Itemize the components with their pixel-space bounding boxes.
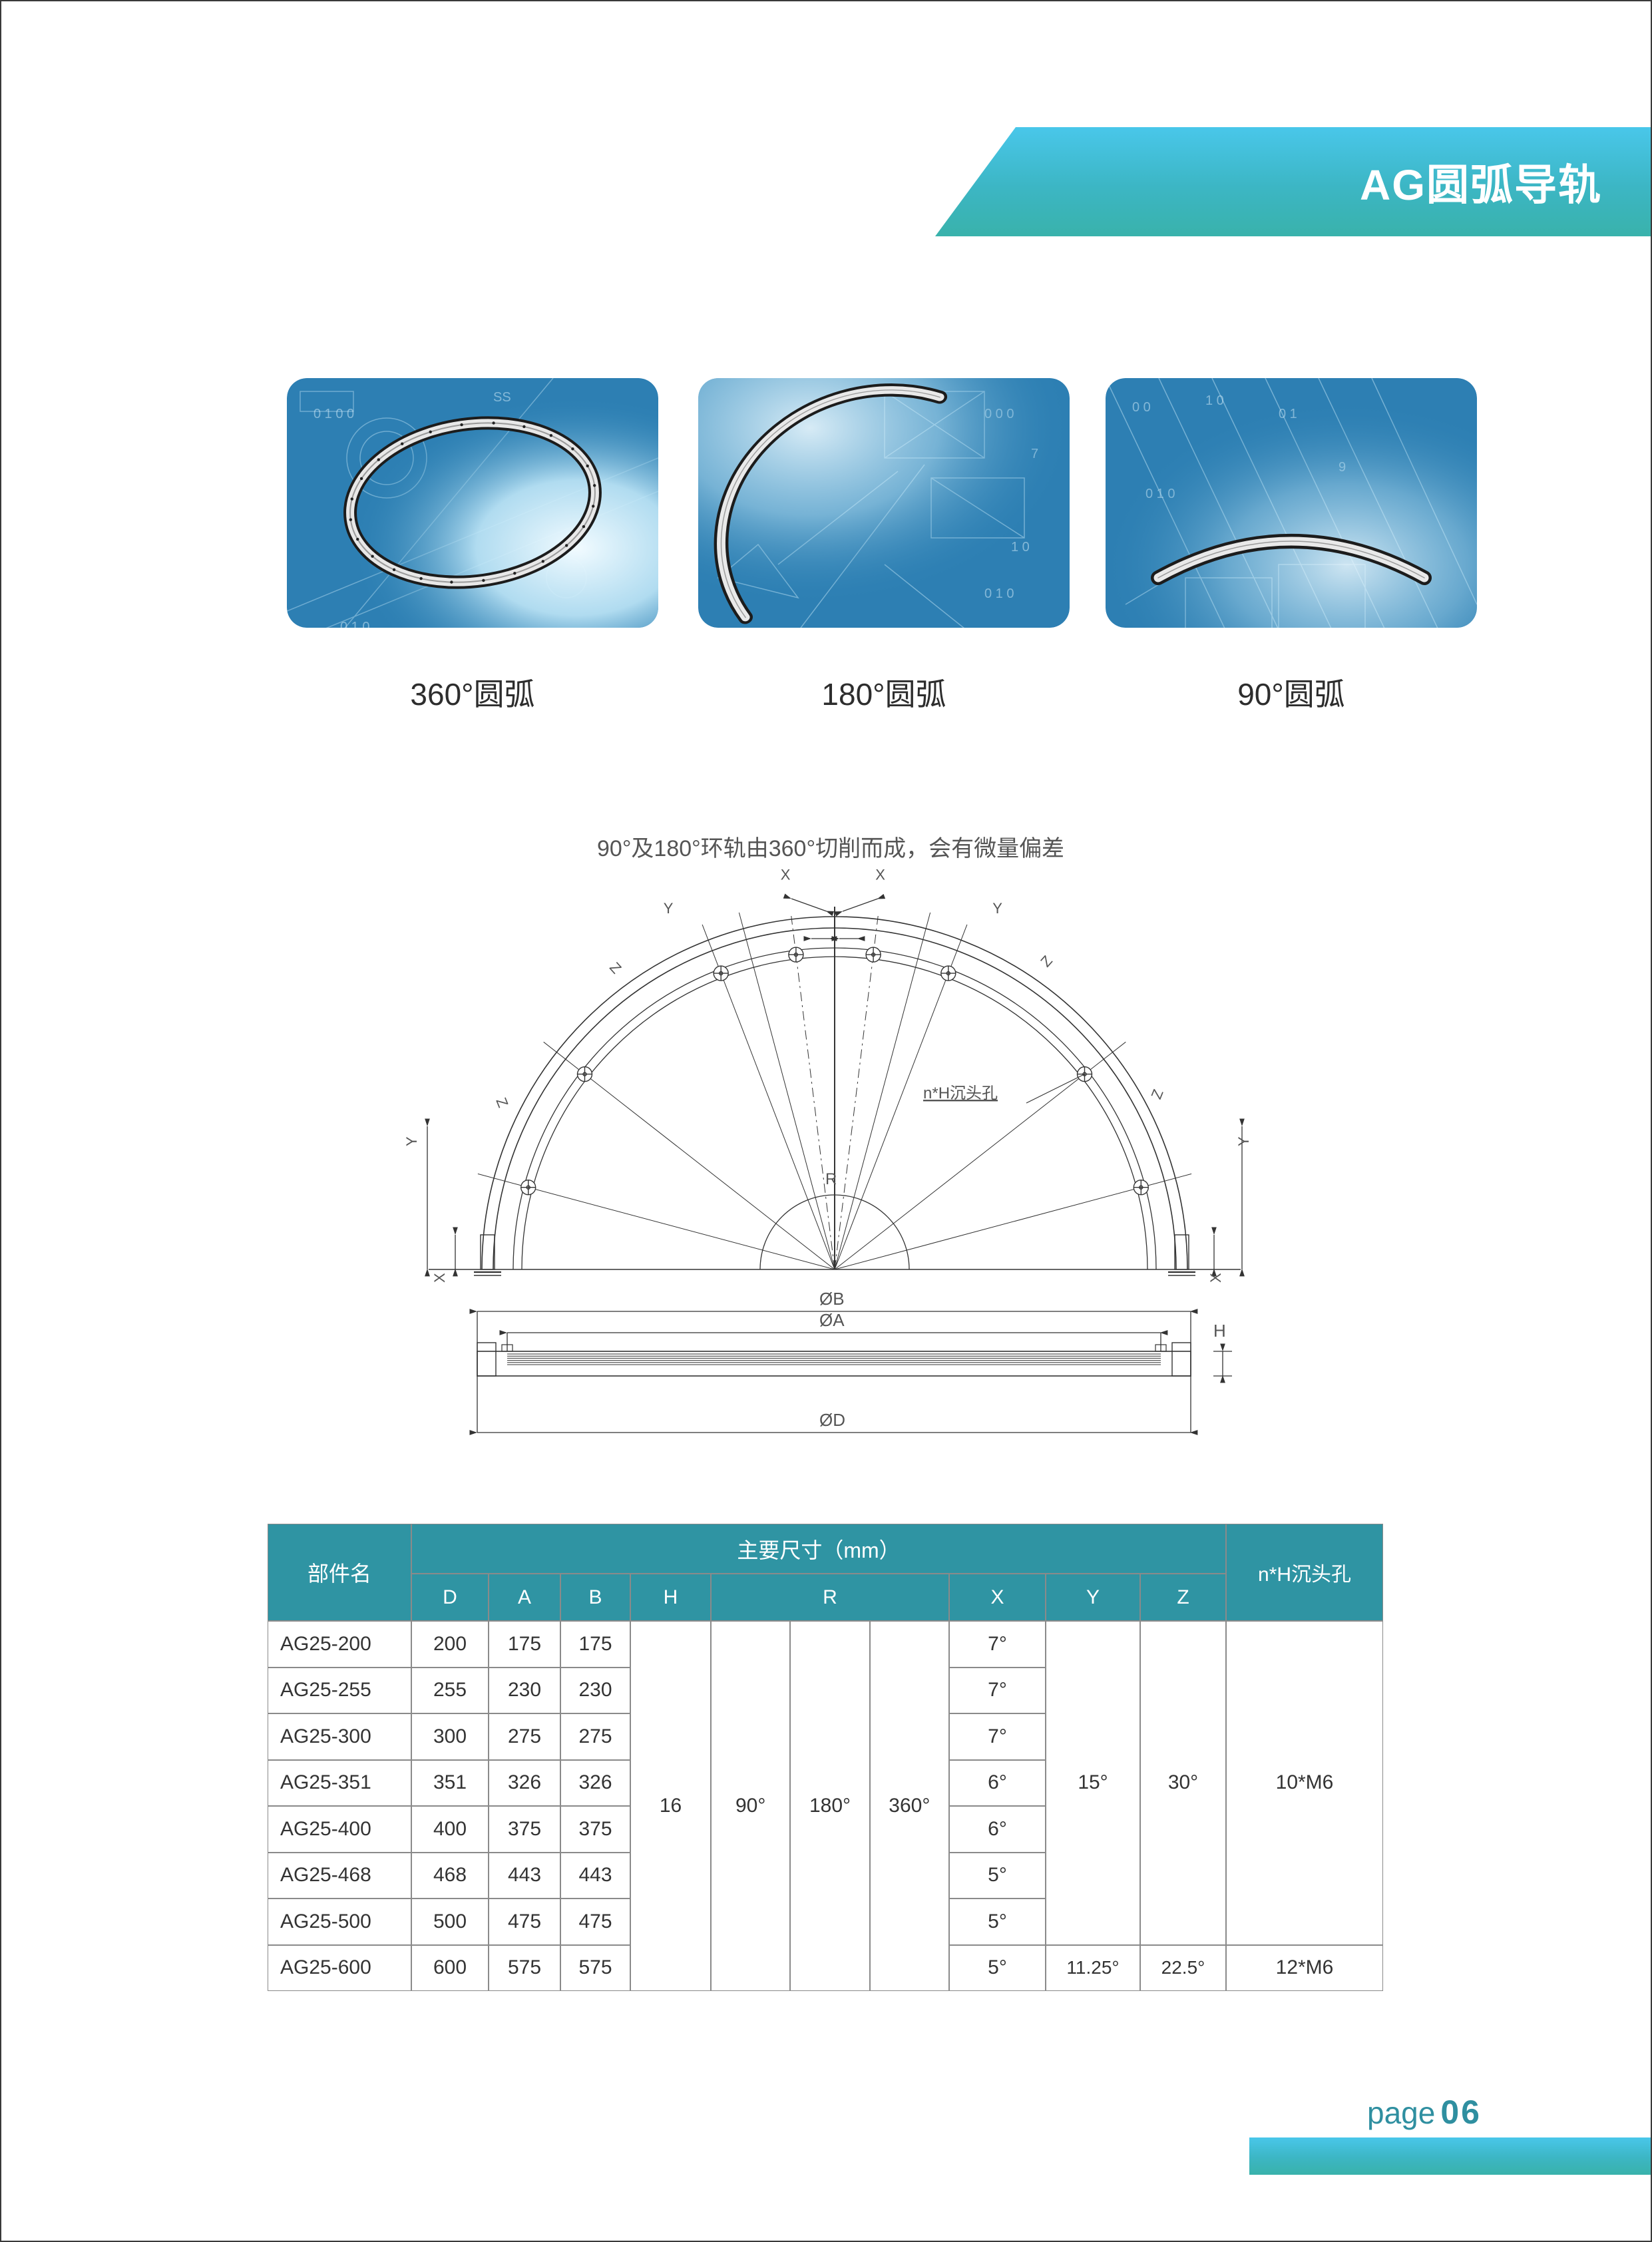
- svg-text:H: H: [1213, 1321, 1226, 1341]
- svg-text:ØB: ØB: [819, 1289, 845, 1309]
- svg-text:ØA: ØA: [819, 1310, 845, 1330]
- svg-text:ØD: ØD: [819, 1410, 845, 1430]
